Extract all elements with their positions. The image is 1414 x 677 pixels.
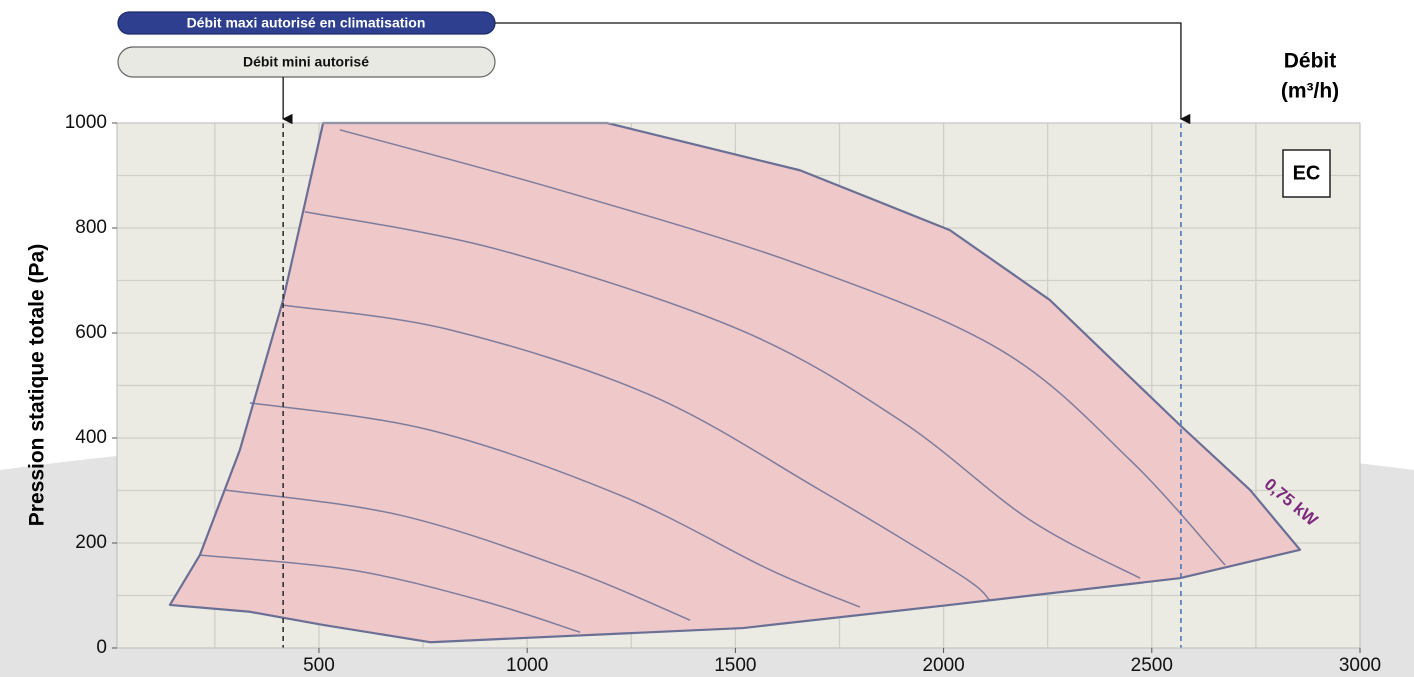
speed-curve bbox=[199, 554, 581, 633]
x-tick-label: 2000 bbox=[922, 655, 964, 676]
limit-label: Débit mini autorisé bbox=[243, 54, 369, 70]
y-tick-label: 600 bbox=[75, 322, 107, 343]
plot-frame bbox=[116, 122, 1361, 649]
x-tick-label: 500 bbox=[303, 655, 335, 676]
x-tick-label: 3000 bbox=[1339, 655, 1381, 676]
speed-curve bbox=[283, 304, 991, 601]
y-tick-label: 0 bbox=[96, 637, 107, 658]
limit-label-box bbox=[117, 46, 496, 78]
y-tick-label: 800 bbox=[75, 217, 107, 238]
speed-curve bbox=[224, 489, 691, 621]
y-tick-label: 1000 bbox=[65, 112, 107, 133]
badge-box bbox=[1282, 149, 1331, 198]
x-tick-label: 1500 bbox=[714, 655, 756, 676]
speed-curve bbox=[304, 210, 1141, 579]
x-axis-title: Débit bbox=[1284, 50, 1337, 73]
connector bbox=[495, 22, 1191, 125]
badge: EC bbox=[1293, 162, 1321, 184]
envelope bbox=[168, 121, 1302, 644]
y-tick-label: 200 bbox=[75, 532, 107, 553]
x-tick-label: 2500 bbox=[1131, 655, 1173, 676]
speed-curve bbox=[339, 129, 1226, 566]
speed-curve bbox=[249, 402, 861, 608]
limit-label: Débit maxi autorisé en climatisation bbox=[187, 15, 426, 31]
y-tick-label: 400 bbox=[75, 427, 107, 448]
x-tick-label: 1000 bbox=[506, 655, 548, 676]
y-axis-title: Pression statique totale (Pa) bbox=[26, 244, 49, 526]
x-axis-title: (m³/h) bbox=[1281, 80, 1339, 103]
